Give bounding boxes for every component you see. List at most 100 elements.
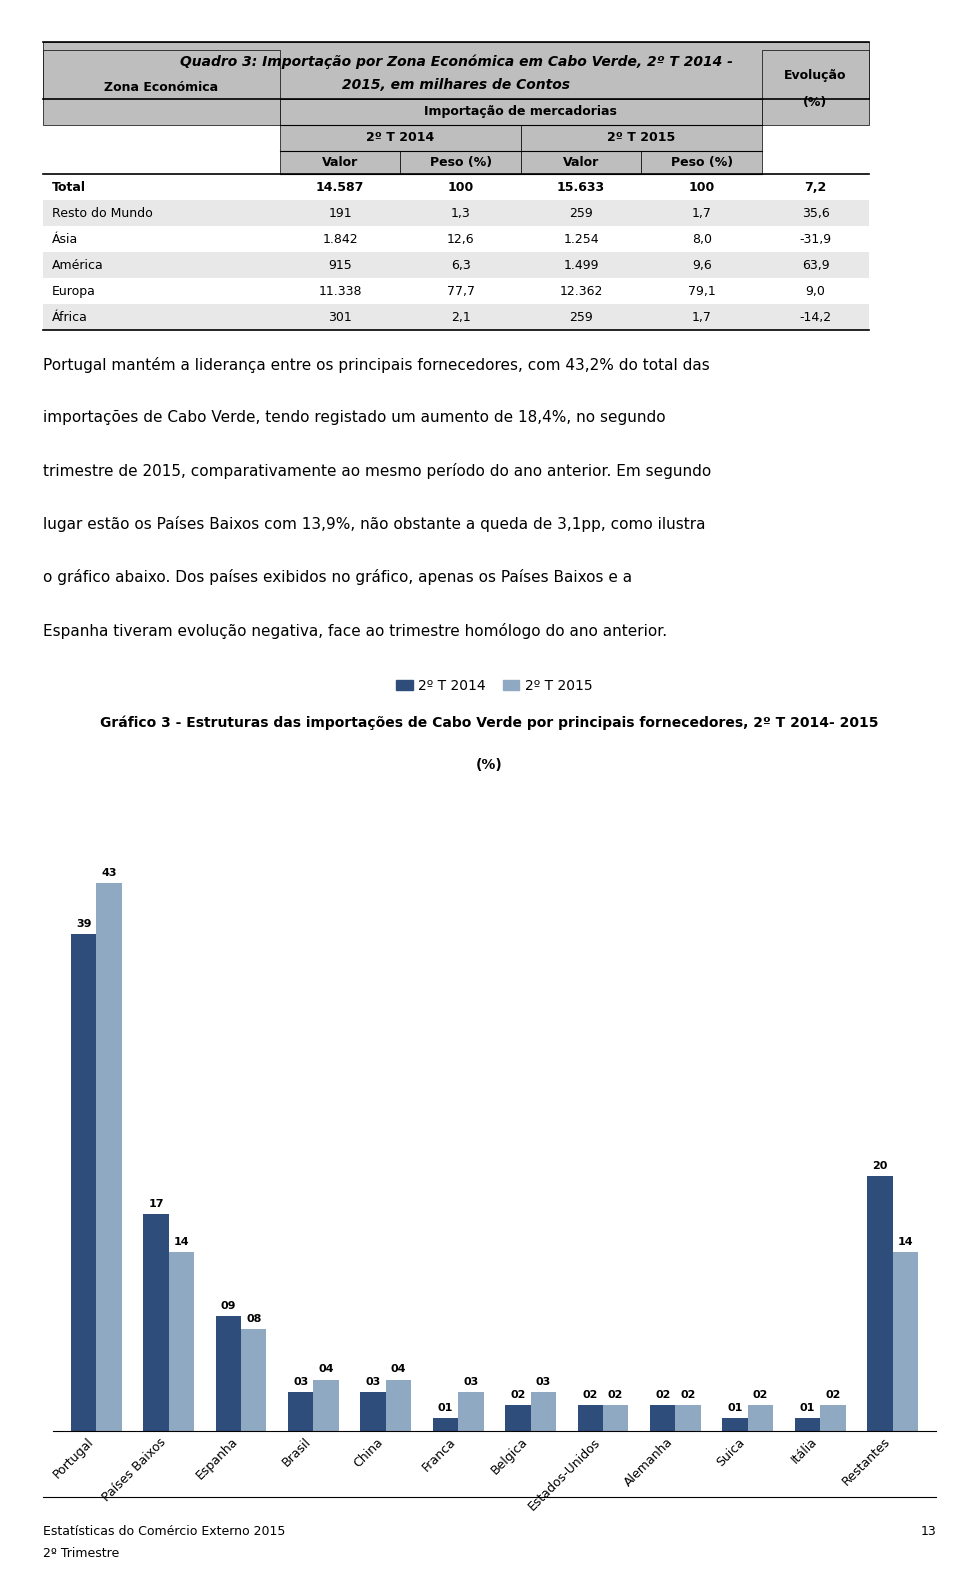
Bar (521, 124, 762, 151)
Bar (521, 278, 641, 303)
Bar (723, 1418, 748, 1431)
Bar (521, 226, 641, 252)
Text: 03: 03 (536, 1377, 551, 1387)
Bar (521, 151, 641, 174)
Bar (762, 303, 869, 330)
Text: 14: 14 (174, 1237, 189, 1247)
Bar (400, 226, 521, 252)
Text: Valor: Valor (322, 156, 358, 170)
Text: importações de Cabo Verde, tendo registado um aumento de 18,4%, no segundo: importações de Cabo Verde, tendo regista… (43, 410, 666, 426)
Bar (360, 1393, 386, 1431)
Text: Gráfico 3 - Estruturas das importações de Cabo Verde por principais fornecedores: Gráfico 3 - Estruturas das importações d… (101, 715, 878, 729)
Legend: 2º T 2014, 2º T 2015: 2º T 2014, 2º T 2015 (391, 673, 598, 698)
Bar (433, 1418, 458, 1431)
Bar (43, 303, 279, 330)
Bar (641, 174, 762, 200)
Text: 11.338: 11.338 (319, 285, 362, 297)
Text: 301: 301 (328, 311, 352, 324)
Bar (400, 278, 521, 303)
Text: 04: 04 (391, 1364, 406, 1374)
Bar (762, 200, 869, 226)
Text: 63,9: 63,9 (802, 259, 829, 272)
Bar (762, 174, 869, 200)
Text: 01: 01 (438, 1402, 453, 1413)
Text: 2º T 2015: 2º T 2015 (608, 132, 676, 145)
Bar (521, 303, 641, 330)
Bar (748, 1405, 773, 1431)
Text: 79,1: 79,1 (687, 285, 715, 297)
Bar (386, 1380, 411, 1431)
Bar (641, 226, 762, 252)
Text: América: América (52, 259, 104, 272)
Bar (641, 303, 762, 330)
Text: 17: 17 (148, 1199, 164, 1209)
Text: Importação de mercadorias: Importação de mercadorias (424, 105, 617, 118)
Bar (867, 1176, 893, 1431)
Text: -14,2: -14,2 (800, 311, 831, 324)
Bar (400, 174, 521, 200)
Bar (43, 50, 279, 124)
Text: Evolução: Evolução (784, 69, 847, 82)
Text: lugar estão os Países Baixos com 13,9%, não obstante a queda de 3,1pp, como ilus: lugar estão os Países Baixos com 13,9%, … (43, 516, 706, 533)
Bar (43, 42, 869, 99)
Bar (641, 278, 762, 303)
Text: 259: 259 (569, 311, 593, 324)
Text: 2015, em milhares de Contos: 2015, em milhares de Contos (342, 77, 570, 91)
Text: 03: 03 (293, 1377, 308, 1387)
Bar (521, 174, 641, 200)
Bar (893, 1253, 918, 1431)
Bar (279, 303, 400, 330)
Bar (43, 278, 279, 303)
Text: trimestre de 2015, comparativamente ao mesmo período do ano anterior. Em segundo: trimestre de 2015, comparativamente ao m… (43, 464, 711, 479)
Text: 01: 01 (728, 1402, 743, 1413)
Text: 1,7: 1,7 (692, 311, 711, 324)
Text: 100: 100 (447, 181, 473, 193)
Bar (313, 1380, 339, 1431)
Text: 191: 191 (328, 208, 352, 220)
Bar (279, 124, 521, 151)
Text: Peso (%): Peso (%) (671, 156, 732, 170)
Text: Total: Total (52, 181, 86, 193)
Text: 02: 02 (583, 1390, 598, 1401)
Text: Quadro 3: Importação por Zona Económica em Cabo Verde, 2º T 2014 -: Quadro 3: Importação por Zona Económica … (180, 55, 732, 69)
Text: 6,3: 6,3 (450, 259, 470, 272)
Text: 2,1: 2,1 (450, 311, 470, 324)
Text: 15.633: 15.633 (557, 181, 605, 193)
Bar (458, 1393, 484, 1431)
Text: 14.587: 14.587 (316, 181, 364, 193)
Text: 02: 02 (826, 1390, 841, 1401)
Text: (%): (%) (804, 96, 828, 108)
Text: 2º T 2014: 2º T 2014 (366, 132, 435, 145)
Bar (762, 278, 869, 303)
Text: 04: 04 (319, 1364, 334, 1374)
Text: 20: 20 (873, 1160, 888, 1171)
Text: Espanha tiveram evolução negativa, face ao trimestre homólogo do ano anterior.: Espanha tiveram evolução negativa, face … (43, 623, 667, 638)
Text: Portugal mantém a liderança entre os principais fornecedores, com 43,2% do total: Portugal mantém a liderança entre os pri… (43, 357, 710, 373)
Text: 1,7: 1,7 (692, 208, 711, 220)
Text: África: África (52, 311, 88, 324)
Bar (43, 200, 279, 226)
Bar (400, 252, 521, 278)
Text: 9,0: 9,0 (805, 285, 826, 297)
Bar (43, 174, 279, 200)
Bar (521, 252, 641, 278)
Bar (241, 1328, 266, 1431)
Text: 02: 02 (608, 1390, 623, 1401)
Text: 1.254: 1.254 (564, 233, 599, 245)
Bar (279, 226, 400, 252)
Text: 02: 02 (681, 1390, 696, 1401)
Text: 35,6: 35,6 (802, 208, 829, 220)
Text: 02: 02 (753, 1390, 768, 1401)
Bar (279, 99, 762, 124)
Bar (279, 174, 400, 200)
Text: 02: 02 (655, 1390, 670, 1401)
Bar (216, 1316, 241, 1431)
Bar (279, 151, 400, 174)
Text: 02: 02 (511, 1390, 526, 1401)
Bar (43, 226, 279, 252)
Text: -31,9: -31,9 (800, 233, 831, 245)
Bar (578, 1405, 603, 1431)
Bar (603, 1405, 629, 1431)
Text: 12.362: 12.362 (560, 285, 603, 297)
Bar (400, 200, 521, 226)
